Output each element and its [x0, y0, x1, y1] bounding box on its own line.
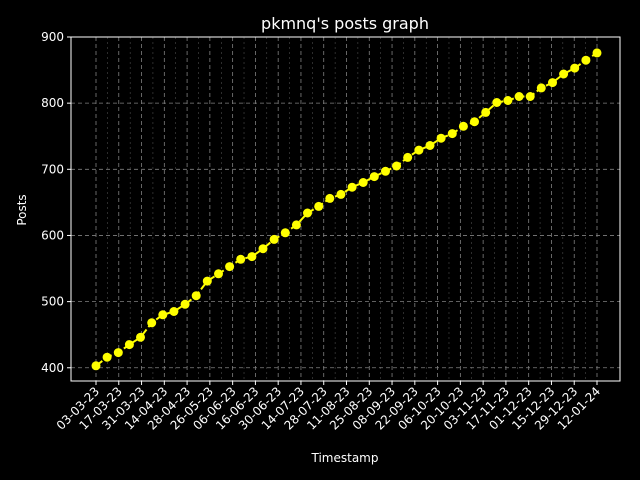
data-point [503, 96, 513, 105]
data-point [303, 208, 312, 218]
y-tick-label: 600 [41, 228, 64, 242]
y-tick-label: 900 [41, 30, 64, 44]
data-point [369, 172, 379, 182]
data-point [325, 193, 335, 203]
y-tick-label: 700 [41, 162, 64, 176]
data-point [447, 129, 457, 139]
data-point [169, 307, 179, 316]
data-point [536, 83, 546, 93]
data-point [124, 340, 134, 350]
data-point [581, 55, 591, 65]
data-point [236, 254, 246, 264]
data-point [291, 220, 301, 230]
data-point [425, 141, 435, 150]
data-point [492, 98, 502, 107]
data-point [258, 244, 268, 254]
data-point [314, 201, 324, 211]
y-tick-label: 800 [41, 96, 64, 110]
data-point [158, 310, 168, 320]
data-point [514, 92, 524, 101]
data-point [570, 63, 580, 73]
data-point [191, 291, 201, 301]
y-tick-label: 400 [41, 361, 64, 375]
data-point [147, 318, 157, 328]
data-point [525, 92, 535, 101]
data-point [403, 152, 413, 162]
data-point [214, 269, 223, 279]
x-axis-title: Timestamp [311, 451, 379, 465]
data-point [347, 182, 357, 192]
data-point [247, 252, 257, 262]
data-point [548, 78, 557, 88]
data-point [269, 234, 279, 244]
plot-frame [70, 36, 621, 382]
data-point [102, 352, 112, 362]
series-line [95, 52, 598, 367]
data-point [358, 178, 368, 187]
data-point [592, 48, 602, 58]
data-point [559, 69, 569, 79]
data-point [458, 121, 468, 131]
data-point [481, 107, 491, 117]
data-point [392, 161, 402, 171]
data-point [280, 228, 290, 238]
data-point [381, 166, 390, 176]
data-point [180, 299, 190, 309]
data-point [136, 332, 145, 342]
chart-title: pkmnq's posts graph [261, 14, 429, 33]
data-point [336, 189, 346, 199]
data-point [470, 117, 479, 127]
data-point [202, 276, 212, 286]
y-tick-label: 500 [41, 295, 64, 309]
data-point [414, 145, 424, 155]
data-point [91, 361, 101, 371]
y-axis-title: Posts [15, 194, 29, 225]
data-point [225, 262, 235, 272]
data-point [113, 348, 123, 358]
data-point [436, 133, 446, 143]
